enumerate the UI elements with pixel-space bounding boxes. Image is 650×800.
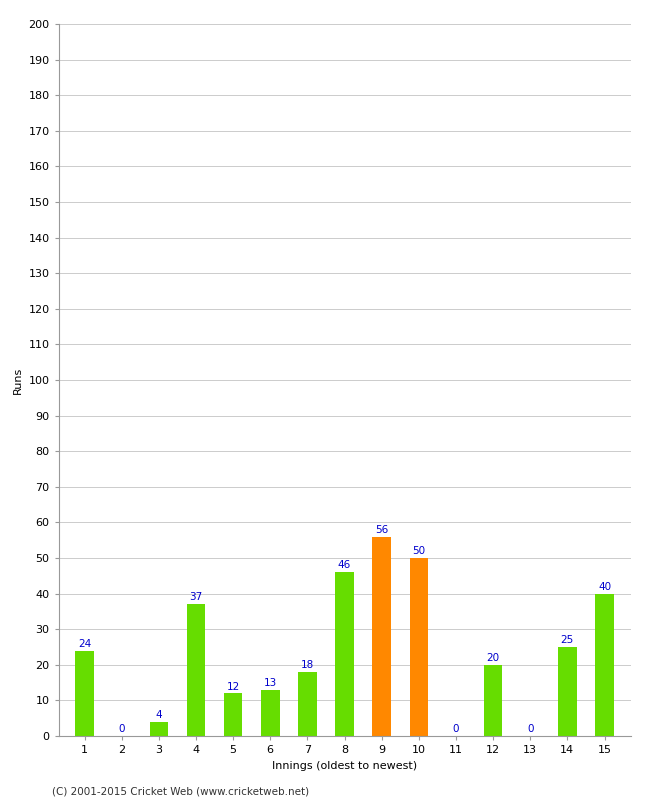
Text: (C) 2001-2015 Cricket Web (www.cricketweb.net): (C) 2001-2015 Cricket Web (www.cricketwe… <box>52 786 309 796</box>
X-axis label: Innings (oldest to newest): Innings (oldest to newest) <box>272 761 417 770</box>
Bar <box>187 604 205 736</box>
Text: 40: 40 <box>598 582 611 592</box>
Text: 0: 0 <box>452 724 459 734</box>
Bar <box>595 594 614 736</box>
Bar <box>224 694 242 736</box>
Text: 20: 20 <box>486 653 500 663</box>
Text: 0: 0 <box>527 724 534 734</box>
Bar <box>484 665 502 736</box>
Text: 0: 0 <box>118 724 125 734</box>
Bar <box>150 722 168 736</box>
Y-axis label: Runs: Runs <box>13 366 23 394</box>
Text: 46: 46 <box>338 561 351 570</box>
Bar <box>410 558 428 736</box>
Text: 18: 18 <box>301 660 314 670</box>
Bar <box>372 537 391 736</box>
Bar <box>261 690 280 736</box>
Text: 4: 4 <box>155 710 162 720</box>
Bar <box>335 572 354 736</box>
Text: 13: 13 <box>264 678 277 688</box>
Bar <box>75 650 94 736</box>
Text: 37: 37 <box>189 593 203 602</box>
Text: 24: 24 <box>78 638 91 649</box>
Text: 56: 56 <box>375 525 388 535</box>
Text: 50: 50 <box>412 546 425 556</box>
Bar <box>298 672 317 736</box>
Text: 25: 25 <box>561 635 574 646</box>
Bar <box>558 647 577 736</box>
Text: 12: 12 <box>226 682 240 691</box>
